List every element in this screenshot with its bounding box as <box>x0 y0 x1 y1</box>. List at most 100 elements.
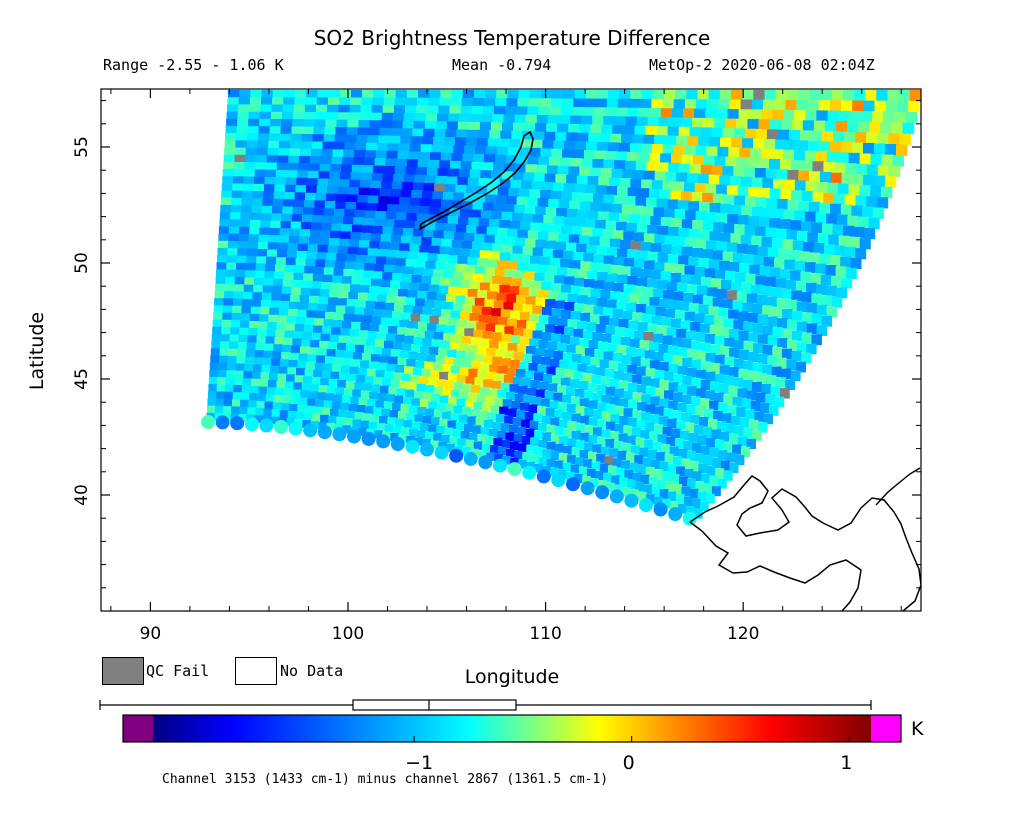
swath-pixel <box>415 329 426 338</box>
x-tick-label: 120 <box>727 624 759 644</box>
swath-pixel <box>355 344 365 353</box>
swath-pixel <box>385 257 397 266</box>
swath-pixel <box>545 207 557 217</box>
swath-pixel <box>630 178 642 189</box>
swath-pixel <box>620 336 631 347</box>
swath-pixel <box>616 301 627 311</box>
swath-pixel <box>377 393 387 402</box>
swath-pixel <box>812 191 824 203</box>
swath-pixel <box>401 312 412 321</box>
swath-pixel <box>332 149 344 158</box>
swath-pixel <box>276 257 287 266</box>
swath-pixel <box>307 178 319 186</box>
swath-pixel <box>594 349 605 359</box>
swath-pixel <box>494 397 504 407</box>
swath-pixel <box>733 166 745 177</box>
swath-pixel <box>584 347 595 358</box>
swath-pixel <box>512 171 524 181</box>
swath-pixel <box>647 449 657 460</box>
edge-footprint <box>624 493 639 508</box>
swath-pixel <box>462 272 474 281</box>
swath-pixel <box>445 404 455 413</box>
swath-pixel <box>584 442 594 452</box>
swath-pixel <box>710 278 722 289</box>
swath-pixel <box>256 155 268 163</box>
swath-pixel <box>676 328 687 339</box>
swath-pixel <box>690 322 701 332</box>
swath-pixel <box>601 124 613 135</box>
swath-pixel <box>732 300 743 311</box>
swath-pixel <box>752 430 762 441</box>
swath-pixel <box>323 319 334 328</box>
swath-pixel <box>863 174 875 187</box>
swath-pixel <box>645 467 655 477</box>
swath-pixel <box>394 166 406 175</box>
qc-fail-label: QC Fail <box>146 662 210 680</box>
swath-pixel <box>218 362 228 371</box>
swath-pixel <box>433 269 444 278</box>
swath-pixel <box>570 285 582 295</box>
swath-pixel <box>682 357 693 368</box>
swath-pixel <box>328 415 337 424</box>
swath-pixel <box>856 163 868 175</box>
swath-pixel <box>786 90 799 101</box>
swath-pixel <box>862 206 874 218</box>
swath-pixel <box>457 319 468 328</box>
swath-pixel <box>504 326 515 335</box>
swath-pixel <box>801 160 814 172</box>
swath-pixel <box>225 377 235 386</box>
swath-pixel <box>738 369 749 380</box>
swath-pixel <box>619 415 629 426</box>
mean-label: Mean -0.794 <box>452 56 552 74</box>
y-tick-label: 45 <box>72 368 92 390</box>
swath-pixel <box>640 268 652 279</box>
swath-pixel <box>531 280 542 290</box>
swath-pixel <box>233 162 246 170</box>
swath-pixel <box>739 263 750 274</box>
swath-pixel <box>491 380 502 390</box>
swath-pixel <box>403 396 412 406</box>
swath-pixel <box>571 192 583 202</box>
swath-pixel <box>567 455 576 465</box>
colorbar-frame <box>122 714 902 743</box>
swath-pixel <box>336 417 345 425</box>
swath-pixel <box>331 156 343 165</box>
swath-pixel <box>761 383 772 395</box>
swath-pixel <box>576 243 587 253</box>
swath-pixel <box>488 428 498 438</box>
swath-pixel <box>709 231 721 242</box>
swath-pixel <box>365 150 377 159</box>
swath-pixel <box>735 272 746 283</box>
swath-pixel <box>688 201 700 212</box>
swath-pixel <box>704 268 716 279</box>
swath-pixel <box>821 315 833 327</box>
swath-pixel <box>242 190 254 199</box>
swath-pixel <box>503 375 514 384</box>
swath-pixel <box>397 411 407 420</box>
swath-pixel <box>249 227 260 235</box>
y-tick-label: 40 <box>72 484 92 506</box>
swath-pixel <box>466 320 477 330</box>
swath-pixel <box>289 148 301 157</box>
swath-pixel <box>557 317 568 327</box>
swath-pixel <box>414 174 426 184</box>
swath-pixel <box>237 342 248 350</box>
swath-pixel <box>472 98 485 107</box>
swath-pixel <box>391 234 402 244</box>
swath-pixel <box>416 105 428 114</box>
swath-pixel <box>290 396 300 405</box>
swath-pixel <box>733 377 744 388</box>
swath-pixel <box>406 412 416 422</box>
swath-pixel <box>623 231 635 241</box>
swath-pixel <box>720 460 730 471</box>
swath-pixel <box>498 365 508 375</box>
swath-pixel <box>547 341 558 351</box>
swath-pixel <box>370 278 382 287</box>
swath-pixel <box>622 310 633 321</box>
swath-pixel <box>732 396 743 407</box>
swath-pixel <box>493 106 506 115</box>
swath-pixel <box>801 332 813 344</box>
swath-pixel <box>510 359 520 369</box>
swath-pixel <box>497 430 506 440</box>
